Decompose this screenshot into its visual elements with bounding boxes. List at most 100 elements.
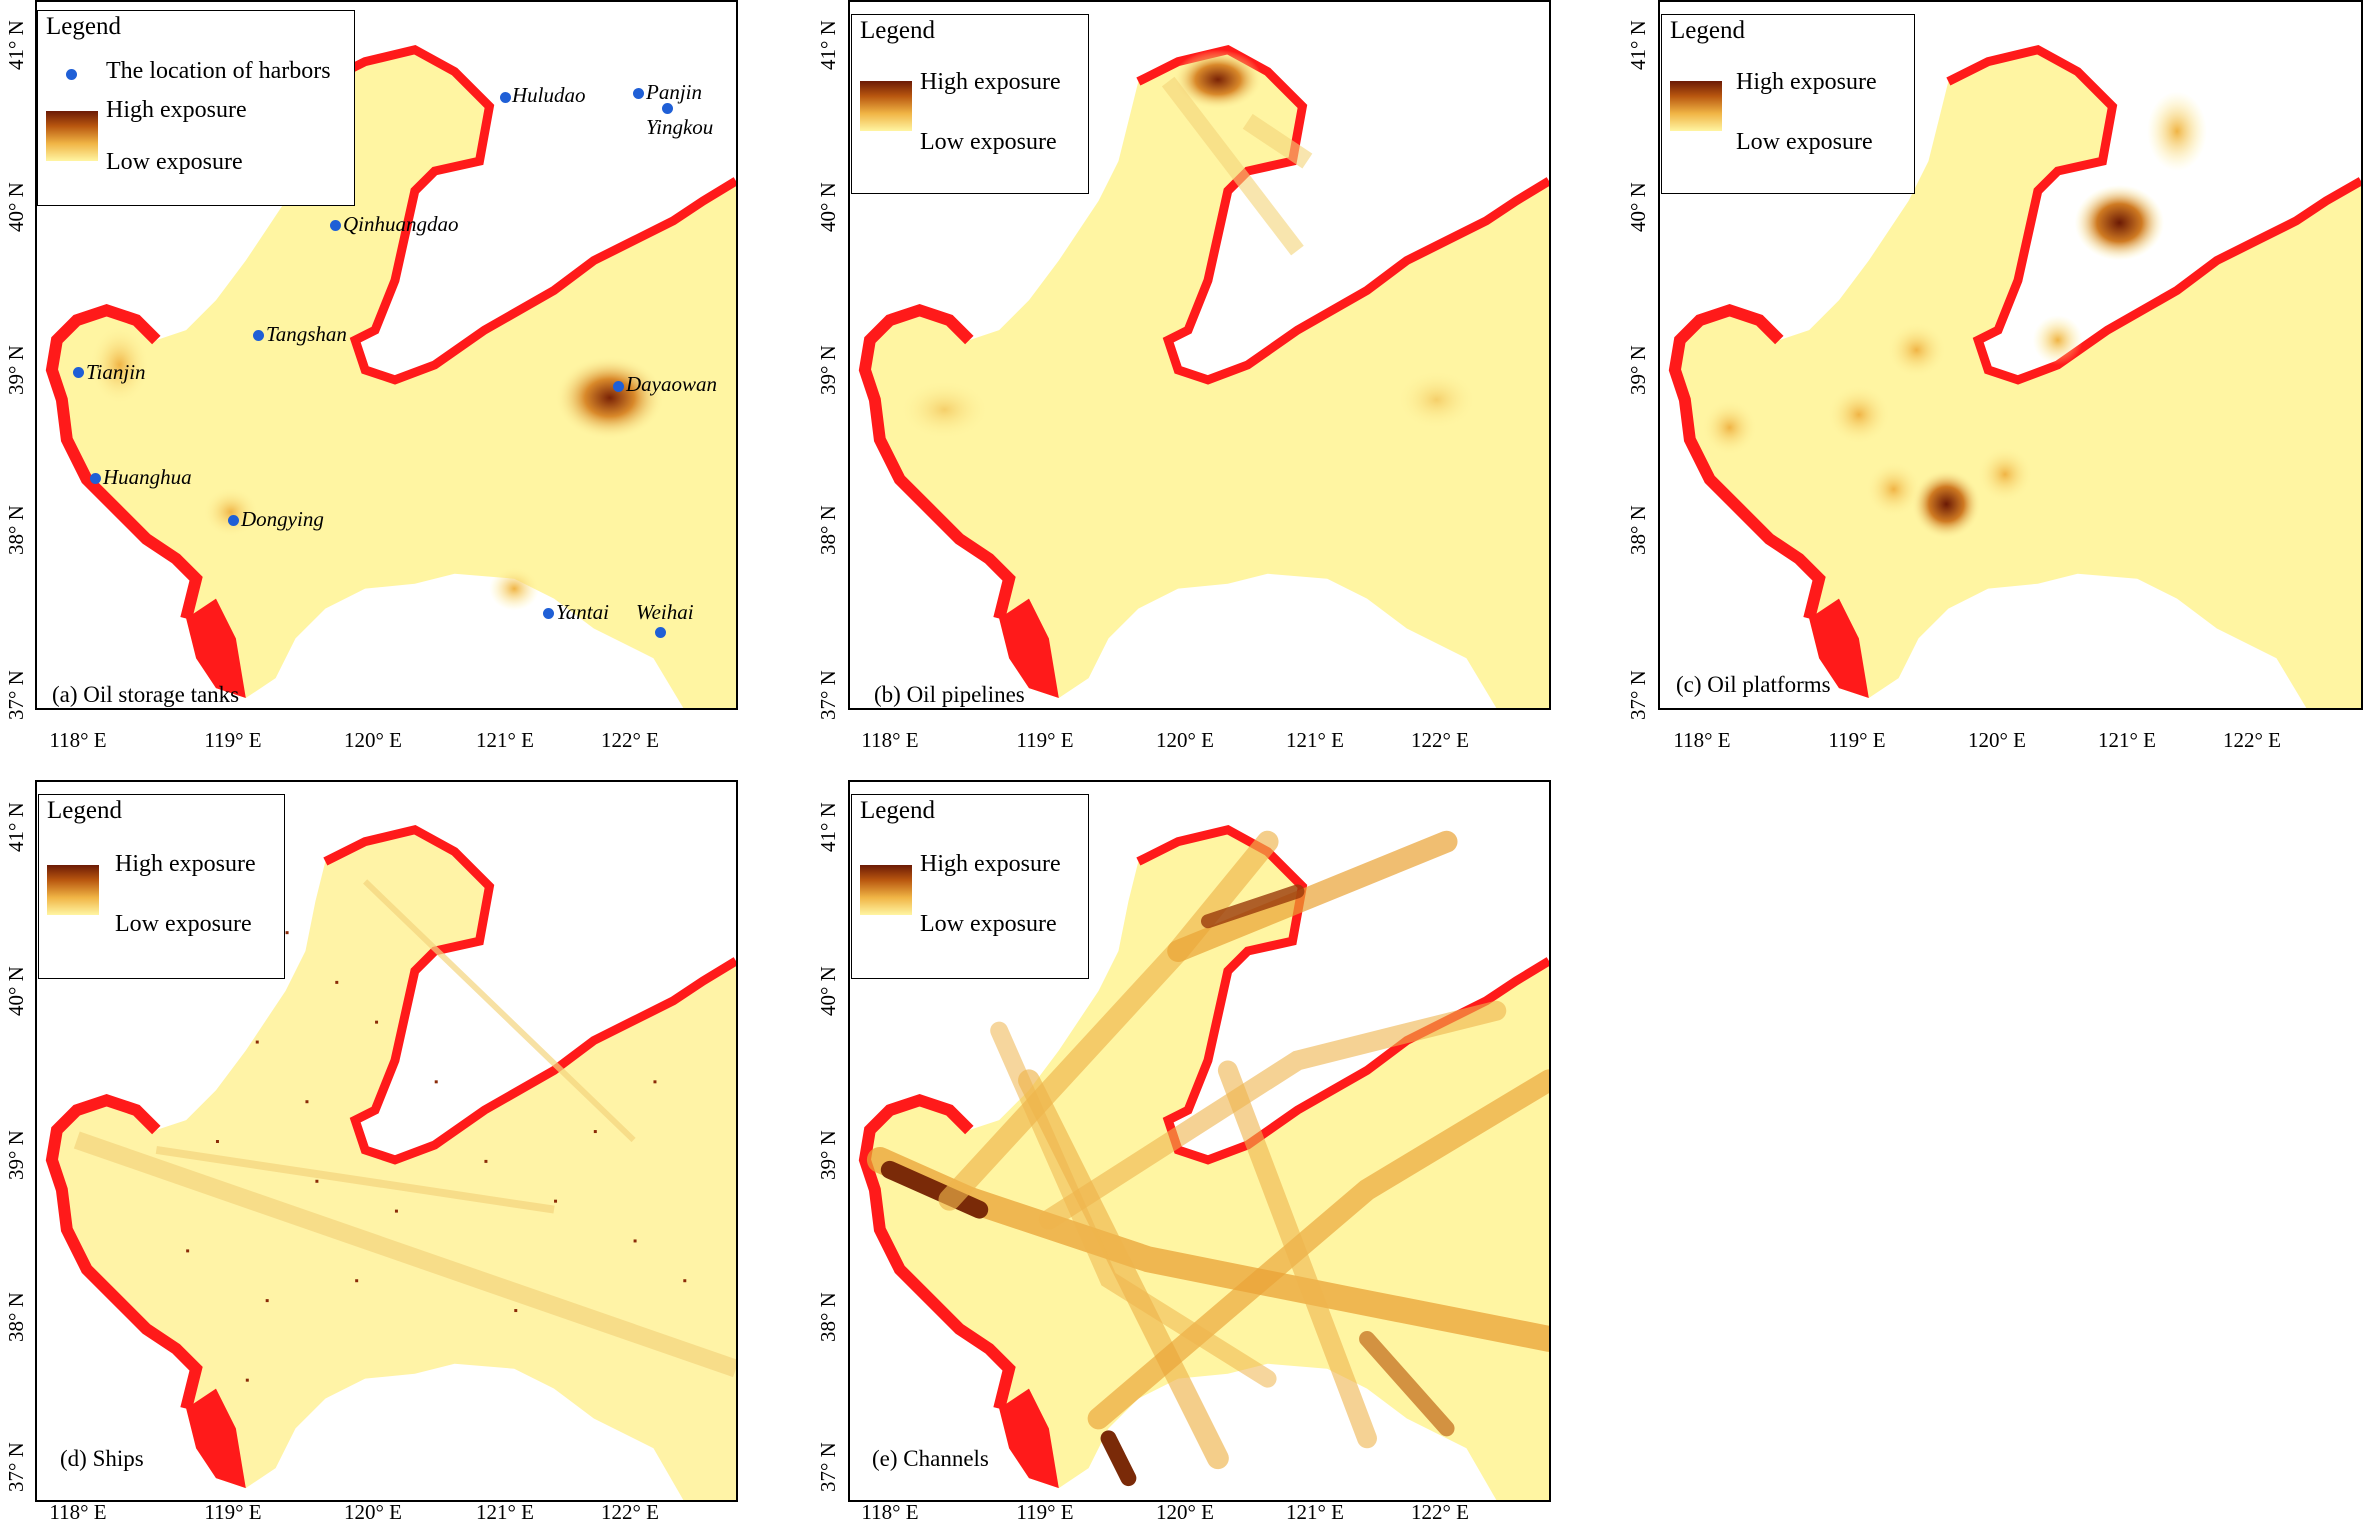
y-tick: 41° N (1626, 20, 1650, 70)
y-tick: 39° N (4, 1130, 28, 1180)
y-tick: 38° N (1626, 505, 1650, 555)
y-tick: 37° N (4, 670, 28, 720)
y-tick: 38° N (816, 1292, 840, 1342)
panel-label: (a) Oil storage tanks (52, 682, 240, 707)
legend-box: Legend The location of harbors High expo… (37, 10, 355, 206)
high-label: High exposure (920, 69, 1061, 95)
x-tick: 118° E (49, 728, 107, 752)
legend-box: Legend High exposure Low exposure (38, 794, 285, 979)
x-tick: 121° E (1286, 1500, 1344, 1524)
low-label: Low exposure (920, 129, 1057, 155)
x-tick: 119° E (1016, 1500, 1074, 1524)
panel-label: (e) Channels (872, 1446, 989, 1471)
harbor-dot (330, 220, 341, 231)
x-tick: 122° E (2223, 728, 2281, 752)
harbor-label: Weihai (636, 600, 694, 624)
harbor-dot (633, 88, 644, 99)
harbor-dot (500, 92, 511, 103)
harbor-label: Panjin (646, 80, 702, 104)
y-tick: 38° N (4, 1292, 28, 1342)
harbor-dot (73, 367, 84, 378)
panel-channels: Legend High exposure Low exposure (e) Ch… (810, 780, 1551, 1532)
high-label: High exposure (1736, 69, 1877, 95)
x-tick: 121° E (476, 1500, 534, 1524)
legend-box: Legend High exposure Low exposure (1661, 14, 1915, 194)
x-tick: 119° E (204, 728, 262, 752)
y-tick: 41° N (816, 802, 840, 852)
panel-ships: Legend High exposure Low exposure (d) Sh… (0, 780, 740, 1532)
high-label: High exposure (115, 851, 256, 877)
y-tick: 39° N (816, 1130, 840, 1180)
y-tick: 40° N (816, 966, 840, 1016)
x-tick: 120° E (344, 728, 402, 752)
x-tick: 121° E (2098, 728, 2156, 752)
x-tick: 122° E (1411, 1500, 1469, 1524)
sea-map (858, 824, 1549, 1500)
sea-map (45, 44, 736, 708)
x-tick: 120° E (1968, 728, 2026, 752)
legend-title: Legend (47, 797, 122, 824)
color-ramp (860, 81, 912, 131)
y-tick: 39° N (816, 345, 840, 395)
y-tick: 40° N (4, 966, 28, 1016)
harbor-label: Tangshan (266, 322, 347, 346)
harbor-dot (253, 330, 264, 341)
harbor-dot (613, 381, 624, 392)
x-tick: 118° E (861, 728, 919, 752)
y-tick: 40° N (816, 182, 840, 232)
harbor-dot (655, 627, 666, 638)
panel-oil-storage-tanks: Legend The location of harbors High expo… (0, 0, 740, 752)
low-label: Low exposure (106, 149, 243, 175)
y-tick: 39° N (4, 345, 28, 395)
y-tick: 40° N (1626, 182, 1650, 232)
color-ramp (1670, 81, 1722, 131)
x-tick: 120° E (344, 1500, 402, 1524)
y-tick: 41° N (4, 20, 28, 70)
low-label: Low exposure (1736, 129, 1873, 155)
y-tick: 37° N (4, 1442, 28, 1492)
harbor-dot (228, 515, 239, 526)
harbor-label: Qinhuangdao (343, 212, 459, 236)
harbor-dot (662, 103, 673, 114)
x-tick: 120° E (1156, 728, 1214, 752)
panel-label: (d) Ships (60, 1446, 144, 1471)
x-tick: 122° E (601, 1500, 659, 1524)
x-tick: 121° E (1286, 728, 1344, 752)
x-tick: 118° E (49, 1500, 107, 1524)
sea-map (858, 44, 1549, 708)
legend-title: Legend (860, 797, 935, 824)
harbor-legend-icon (66, 69, 77, 80)
legend-title: Legend (46, 13, 121, 40)
harbor-label: Dongying (241, 507, 324, 531)
y-tick: 38° N (4, 505, 28, 555)
map-frame (35, 0, 738, 710)
harbor-label: Yantai (556, 600, 609, 624)
x-tick: 119° E (204, 1500, 262, 1524)
harbor-label: Dayaowan (626, 372, 717, 396)
map-frame (1658, 0, 2363, 710)
harbor-dot (90, 473, 101, 484)
panel-label: (c) Oil platforms (1676, 672, 1831, 697)
harbor-label: Huanghua (103, 465, 192, 489)
x-tick: 121° E (476, 728, 534, 752)
x-tick: 118° E (861, 1500, 919, 1524)
y-tick: 41° N (816, 20, 840, 70)
sea-map (45, 824, 736, 1500)
legend-title: Legend (1670, 17, 1745, 44)
y-tick: 38° N (816, 505, 840, 555)
x-tick: 120° E (1156, 1500, 1214, 1524)
high-label: High exposure (106, 97, 247, 123)
harbor-label: Huludao (512, 83, 586, 107)
harbor-legend-label: The location of harbors (106, 58, 331, 84)
high-label: High exposure (920, 851, 1061, 877)
map-frame (35, 780, 738, 1502)
legend-box: Legend High exposure Low exposure (851, 14, 1089, 194)
sea-map (1668, 44, 2361, 708)
legend-box: Legend High exposure Low exposure (851, 794, 1089, 979)
color-ramp (47, 865, 99, 915)
x-tick: 119° E (1828, 728, 1886, 752)
panel-oil-pipelines: Legend High exposure Low exposure (b) Oi… (810, 0, 1551, 752)
y-tick: 37° N (1626, 670, 1650, 720)
y-tick: 41° N (4, 802, 28, 852)
low-label: Low exposure (920, 911, 1057, 937)
